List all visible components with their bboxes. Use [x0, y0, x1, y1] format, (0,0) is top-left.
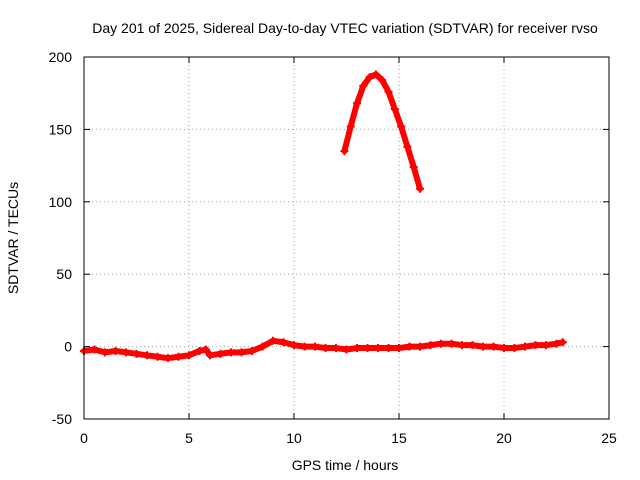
plot-frame — [83, 56, 610, 420]
data-point-arc — [390, 105, 399, 114]
data-point-arc — [353, 99, 361, 108]
data-point-baseline — [101, 348, 109, 357]
data-point-baseline — [363, 344, 372, 353]
data-point-baseline — [248, 346, 256, 355]
data-point-baseline — [300, 342, 309, 351]
data-point-baseline — [174, 352, 183, 361]
chart-title: Day 201 of 2025, Sidereal Day-to-day VTE… — [92, 20, 598, 36]
x-tick-label: 5 — [185, 430, 193, 446]
data-band-arc — [354, 82, 367, 107]
x-tick-label: 25 — [601, 430, 617, 446]
data-point-baseline — [143, 351, 151, 360]
data-point-baseline — [111, 346, 120, 355]
data-point-baseline — [437, 339, 445, 348]
grid-lines — [84, 57, 609, 419]
data-band-arc — [410, 164, 423, 192]
data-point-baseline — [216, 349, 225, 358]
data-point-baseline — [510, 344, 519, 353]
x-tick-label: 10 — [286, 430, 302, 446]
data-point-baseline — [500, 344, 508, 353]
y-tick-label: 200 — [49, 49, 73, 65]
data-point-baseline — [321, 344, 330, 353]
data-point-baseline — [458, 341, 466, 350]
data-point-baseline — [185, 351, 193, 360]
data-band-arc — [391, 106, 405, 130]
data-point-baseline — [447, 339, 456, 348]
data-point-arc — [403, 142, 412, 151]
axis-ticks: 0 5 10 15 20 25 -50 0 50 100 150 200 — [49, 49, 617, 446]
data-point-arc — [384, 87, 393, 96]
data-point-arc — [378, 76, 387, 85]
data-point-baseline — [164, 354, 172, 363]
data-point-arc — [359, 81, 368, 90]
data-point-arc — [340, 147, 349, 156]
x-axis-label: GPS time / hours — [292, 457, 399, 473]
data-point-baseline — [201, 345, 210, 354]
x-tick-label: 20 — [496, 430, 512, 446]
data-point-baseline — [416, 342, 424, 351]
data-point-baseline — [542, 341, 550, 350]
data-point-baseline — [384, 344, 393, 353]
y-tick-label: 150 — [49, 121, 73, 137]
y-tick-label: 0 — [64, 339, 72, 355]
data-point-baseline — [237, 348, 246, 357]
data-point-baseline — [153, 352, 162, 361]
data-point-arc — [397, 122, 406, 131]
data-point-baseline — [353, 344, 361, 353]
data-band-arc — [404, 143, 417, 171]
data-band-arc — [347, 100, 360, 130]
data-point-baseline — [468, 341, 477, 350]
y-tick-label: -50 — [52, 411, 72, 427]
data-point-baseline — [521, 342, 529, 351]
data-point-baseline — [531, 341, 540, 350]
data-point-baseline — [90, 345, 99, 354]
data-point-baseline — [279, 338, 288, 347]
data-point-arc — [365, 73, 374, 82]
data-point-baseline — [290, 341, 298, 350]
data-point-baseline — [342, 345, 351, 354]
data-point-arc — [409, 163, 418, 172]
data-point-baseline — [405, 342, 414, 351]
data-point-baseline — [132, 349, 141, 358]
data-point-baseline — [258, 342, 267, 351]
data-point-baseline — [374, 344, 382, 353]
data-point-baseline — [195, 346, 204, 355]
data-point-baseline — [395, 344, 403, 353]
data-marks — [80, 70, 567, 363]
data-point-baseline — [332, 344, 340, 353]
data-point-arc — [346, 122, 355, 131]
data-point-baseline — [558, 338, 567, 347]
data-point-baseline — [122, 348, 130, 357]
data-point-baseline — [489, 342, 498, 351]
y-axis-label: SDTVAR / TECUs — [5, 182, 21, 294]
y-tick-label: 100 — [49, 194, 73, 210]
data-band-arc — [385, 88, 398, 113]
data-point-baseline — [479, 342, 487, 351]
data-point-arc — [416, 184, 424, 193]
x-tick-label: 15 — [391, 430, 407, 446]
data-point-baseline — [426, 341, 435, 350]
data-point-baseline — [227, 348, 235, 357]
data-band-arc — [341, 123, 354, 155]
data-point-baseline — [552, 339, 561, 348]
x-tick-label: 0 — [80, 430, 88, 446]
data-point-baseline — [206, 351, 214, 360]
data-band-arc — [398, 123, 411, 150]
y-tick-label: 50 — [56, 266, 72, 282]
data-point-arc — [371, 70, 380, 79]
data-point-baseline — [269, 336, 277, 345]
data-point-baseline — [311, 342, 319, 351]
